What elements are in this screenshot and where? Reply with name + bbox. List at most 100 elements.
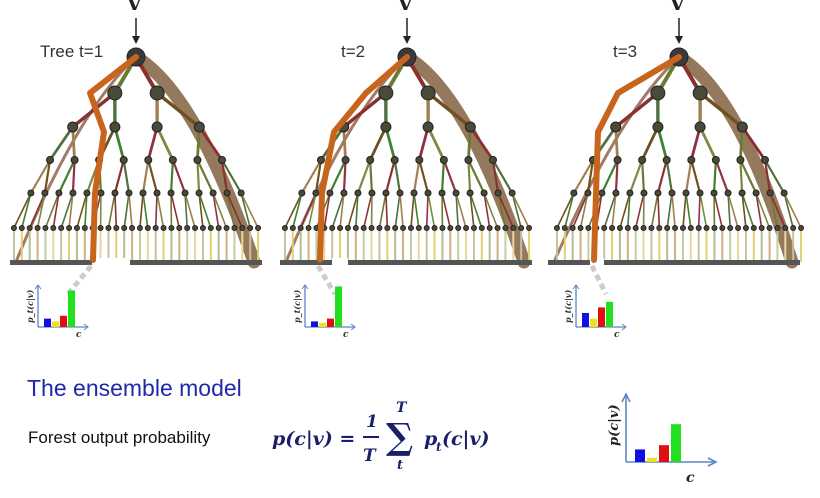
tree-node	[215, 225, 222, 231]
tree-node	[570, 189, 578, 197]
tree-node	[69, 189, 77, 197]
tree-edge	[690, 159, 702, 194]
ensemble-formula: p(c|v) = 1 T T ∑ t p t (c|v)	[272, 400, 502, 473]
tree-edge	[483, 192, 491, 229]
tree-node	[609, 225, 616, 231]
tree-edge	[469, 192, 483, 229]
tree-node	[736, 156, 745, 164]
tree-edge	[154, 192, 158, 229]
tree-edge	[36, 192, 46, 229]
tree-node	[758, 225, 765, 231]
tree-edge	[113, 159, 125, 194]
tree-node	[168, 156, 177, 164]
tree-2-label: t=2	[341, 42, 366, 61]
tree-edge	[741, 126, 767, 161]
tree-node	[598, 189, 606, 197]
tree-edge	[394, 192, 401, 229]
tree-node	[423, 225, 430, 231]
tree-node	[724, 189, 732, 197]
tree-node	[561, 225, 568, 231]
forest-output-label: Forest output probability	[28, 428, 211, 447]
tree-node	[326, 189, 334, 197]
tree-node	[410, 189, 418, 197]
tree-node	[616, 225, 623, 231]
tree-edge	[627, 192, 631, 229]
tree-node	[281, 225, 288, 231]
tree-1-input-v: v	[128, 0, 141, 16]
tree-edge	[684, 159, 693, 194]
tree-edge	[497, 192, 507, 229]
tree-node	[97, 189, 105, 197]
hist-bar	[335, 286, 342, 327]
tree-edge	[665, 159, 674, 194]
tree-node	[510, 225, 517, 231]
tree-node	[81, 225, 88, 231]
tree-node	[27, 189, 35, 197]
tree-3-input-v: v	[671, 0, 684, 16]
tree-node	[760, 156, 769, 164]
tree-node	[97, 225, 104, 231]
tree-edge	[657, 192, 661, 229]
tree-edge	[712, 159, 717, 194]
tree-edge	[384, 126, 397, 161]
hist-xlabel: c	[343, 330, 349, 340]
tree-edge	[123, 192, 130, 229]
tree-node	[577, 225, 584, 231]
tree-node	[312, 189, 320, 197]
tree-node	[18, 225, 25, 231]
tree-node	[26, 225, 33, 231]
hist-bar	[319, 322, 326, 327]
tree-node	[168, 225, 175, 231]
tree-node	[656, 225, 663, 231]
tree-edge	[76, 192, 88, 229]
tree-node	[107, 85, 123, 101]
tree-node	[193, 121, 205, 133]
tree-node	[354, 189, 362, 197]
tree-node	[464, 121, 476, 133]
tree-node	[710, 189, 718, 197]
tree-edge	[572, 159, 594, 194]
input-arrowhead	[132, 36, 140, 44]
tree-node	[352, 225, 359, 231]
tree-edge	[727, 192, 739, 229]
tree-node	[344, 225, 351, 231]
tree-node	[50, 225, 57, 231]
tree-node	[488, 156, 497, 164]
tree-edge	[170, 192, 181, 229]
tree-edge	[442, 159, 458, 194]
tree-node	[378, 85, 394, 101]
tree-node	[727, 225, 734, 231]
tree-edge	[156, 192, 165, 229]
tree-node	[613, 156, 622, 164]
tree-node	[119, 156, 128, 164]
tree-edge	[114, 192, 118, 229]
tree-node	[466, 189, 474, 197]
tree-node	[67, 121, 79, 133]
tree-edge	[441, 192, 452, 229]
tree-edge	[240, 192, 251, 229]
leaf-to-hist-arrow	[589, 264, 609, 296]
tree-edge	[689, 126, 702, 161]
tree-node	[650, 85, 666, 101]
tree-node	[305, 225, 312, 231]
tree-edge	[483, 192, 499, 229]
tree-node	[73, 225, 80, 231]
tree-edge	[426, 126, 446, 161]
tree-node	[502, 225, 509, 231]
tree-node	[415, 225, 422, 231]
tree-1-histogram: p_t(c|v)c	[25, 284, 89, 340]
hist-bar	[68, 290, 75, 327]
formula-frac-num: 1	[366, 412, 378, 432]
input-arrowhead	[403, 36, 411, 44]
tree-edge	[307, 192, 317, 229]
tree-edge	[714, 159, 730, 194]
tree-edge	[614, 126, 619, 161]
tree-node	[41, 189, 49, 197]
tree-edge	[198, 192, 204, 229]
tree-node	[70, 156, 79, 164]
tree-edge	[169, 159, 174, 194]
tree-node	[298, 189, 306, 197]
tree-2-histogram: p_t(c|v)c	[292, 284, 356, 340]
formula-rhs-sub: t	[436, 440, 442, 454]
